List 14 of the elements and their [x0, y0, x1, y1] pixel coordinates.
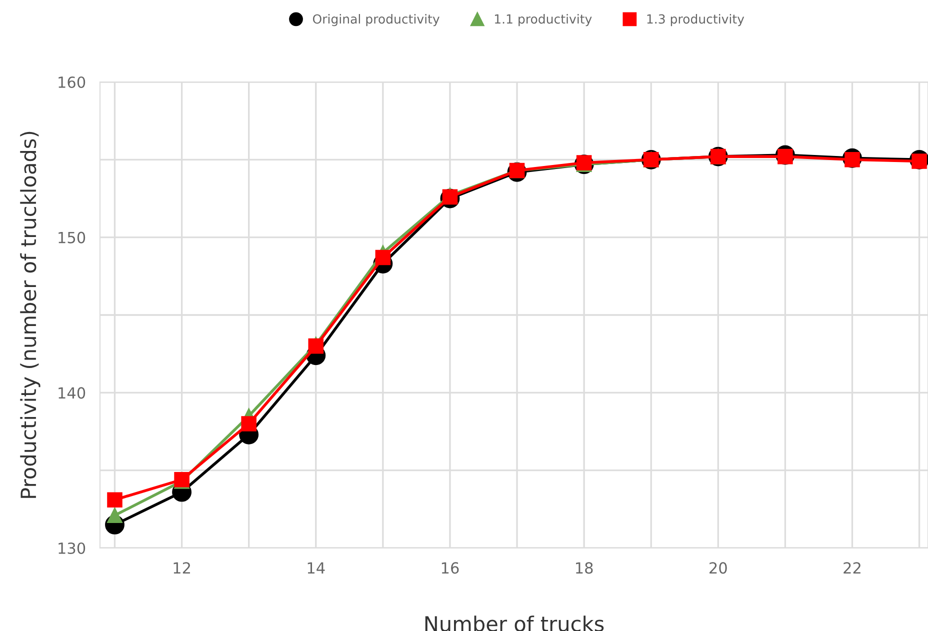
x-tick-label: 20: [710, 562, 727, 574]
legend-label: Original productivity: [312, 14, 440, 26]
legend-label: 1.3 productivity: [647, 14, 744, 26]
x-tick-label: 18: [576, 562, 593, 574]
x-tick-label: 16: [442, 562, 459, 574]
x-tick-label: 22: [844, 562, 860, 574]
y-axis-title: Productivity (number of truckloads): [20, 132, 40, 498]
y-tick-label: 140: [58, 387, 86, 399]
y-tick-label: 130: [58, 542, 86, 554]
y-tick-label: 160: [58, 76, 86, 88]
x-tick-label: 12: [174, 562, 190, 574]
x-tick-label: 14: [308, 562, 325, 574]
y-tick-label: 150: [58, 232, 86, 244]
legend-label: 1.1 productivity: [494, 14, 592, 26]
